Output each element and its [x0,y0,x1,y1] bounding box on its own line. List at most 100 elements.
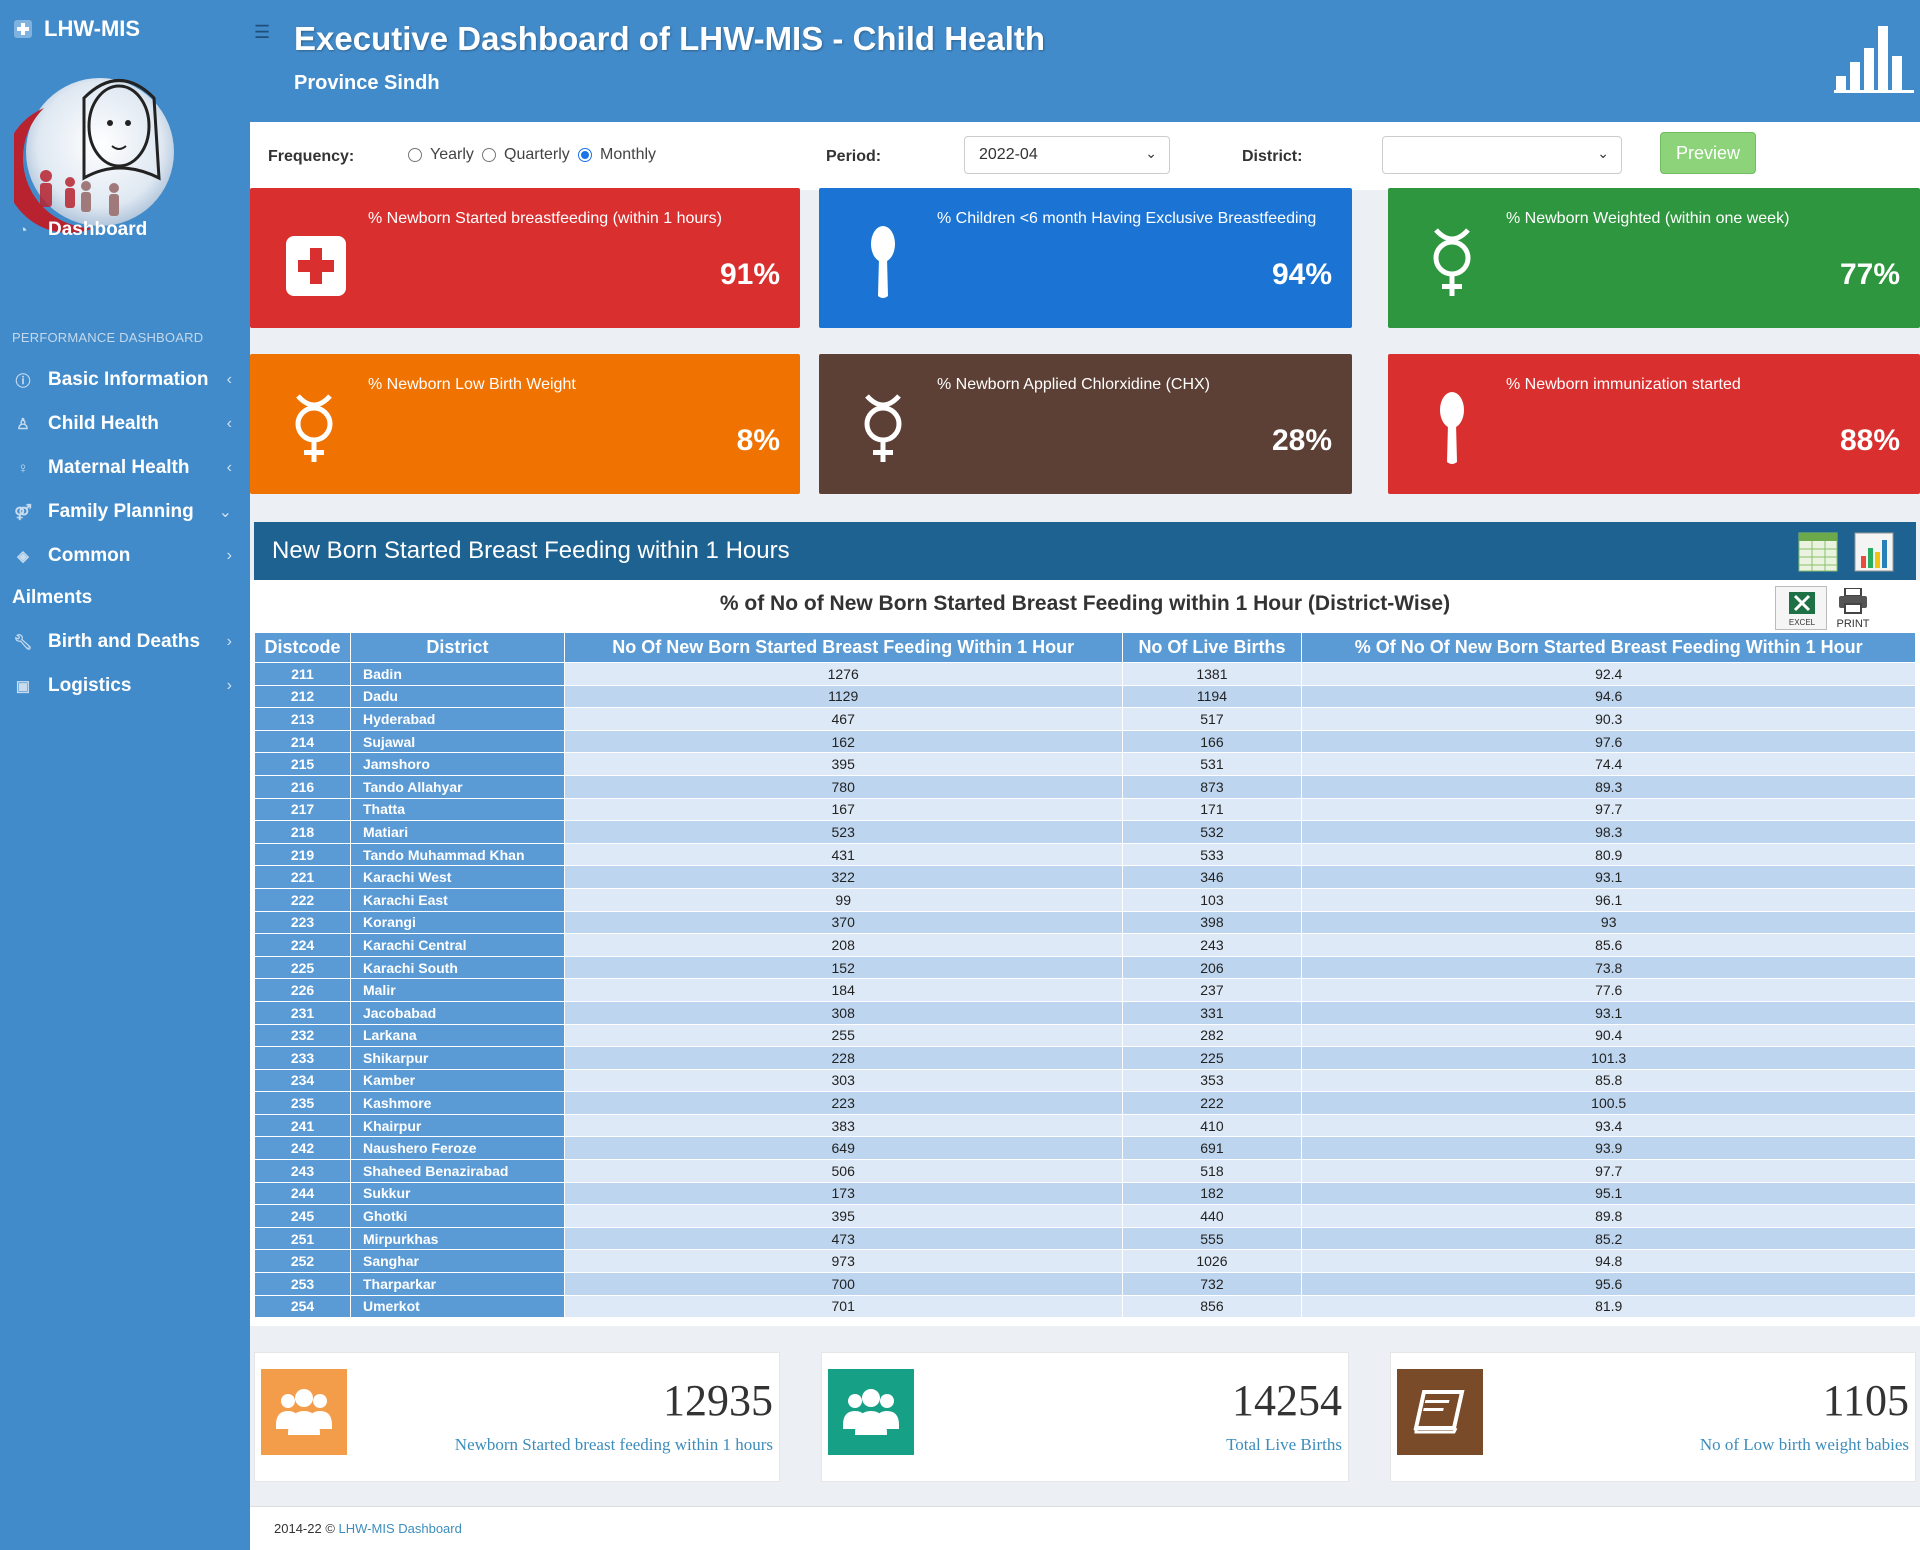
header: ☰ Executive Dashboard of LHW-MIS - Child… [250,0,1920,122]
summary-value: 14254 [1232,1376,1342,1425]
sidebar-item-birth-and-deaths[interactable]: 🔧︎ Birth and Deaths › [0,622,250,662]
kpi-box-immunization: % Newborn immunization started 88% [1388,354,1920,494]
table-cell: 222 [254,887,351,912]
table-cell: 89.3 [1301,774,1916,799]
footer-link[interactable]: LHW-MIS Dashboard [338,1521,462,1536]
female-icon: ♀ [17,459,29,477]
table-row: 215 Jamshoro 395 531 74.4 [254,752,1916,776]
table-cell: 213 [254,707,351,731]
radio-monthly-button[interactable] [578,148,592,162]
table-cell: 219 [254,842,351,867]
sidebar-item-maternal-health[interactable]: ♀ Maternal Health ‹ [0,448,250,488]
table-cell: 523 [563,820,1123,844]
table-cell: 85.2 [1301,1226,1916,1251]
sidebar-item-label: Dashboard [48,219,148,240]
kpi-box-breastfeeding-1h: % Newborn Started breastfeeding (within … [250,188,800,328]
radio-yearly[interactable]: Yearly [408,146,474,164]
kpi-box-newborn-weighted: % Newborn Weighted (within one week) 77% [1388,188,1920,328]
radio-monthly[interactable]: Monthly [578,146,656,164]
table-row: 233 Shikarpur 228 225 101.3 [254,1046,1916,1070]
table-cell: 555 [1121,1226,1303,1251]
table-row: 231 Jacobabad 308 331 93.1 [254,1000,1916,1025]
summary-label: Total Live Births [1226,1435,1342,1454]
pill-icon: ◈ [17,548,29,565]
district-label: District: [1242,148,1303,165]
table-row: 214 Sujawal 162 166 97.6 [254,729,1916,754]
sidebar-item-family-planning[interactable]: ⚤ Family Planning ⌄ [0,492,250,532]
column-header: No Of New Born Started Breast Feeding Wi… [563,632,1123,663]
table-cell: 93.9 [1301,1136,1916,1161]
period-select[interactable]: 2022-04 ⌄ [964,136,1170,174]
district-table: Distcode District No Of New Born Started B… [254,632,1916,1319]
mercury-icon [295,394,333,462]
table-cell: 97.7 [1301,1159,1916,1183]
table-cell: Kamber [349,1068,565,1093]
spoon-icon [871,226,895,298]
preview-button[interactable]: Preview [1660,132,1756,174]
table-cell: 232 [254,1023,351,1048]
chart-view-icon[interactable] [1854,532,1894,572]
table-cell: 234 [254,1068,351,1093]
brand[interactable]: LHW-MIS [14,16,140,42]
sidebar-item-ailments[interactable]: Ailments [0,578,250,618]
table-cell: 85.8 [1301,1068,1916,1093]
table-cell: 322 [563,865,1123,889]
table-cell: 228 [563,1046,1123,1070]
sidebar-item-child-health[interactable]: ♙ Child Health ‹ [0,404,250,444]
table-cell: 700 [563,1272,1123,1296]
radio-quarterly-button[interactable] [482,148,496,162]
radio-label: Monthly [600,146,657,163]
table-cell: 531 [1121,752,1303,776]
sidebar-item-label: Birth and Deaths [48,631,201,652]
printer-icon [1839,588,1867,614]
sidebar-item-logistics[interactable]: ▣ Logistics › [0,666,250,706]
table-cell: 243 [1121,933,1303,957]
table-cell: 221 [254,865,351,889]
table-cell: 331 [1121,1000,1303,1025]
summary-value: 1105 [1822,1376,1909,1425]
table-cell: 208 [563,933,1123,957]
radio-yearly-button[interactable] [408,148,422,162]
table-cell: 251 [254,1226,351,1251]
excel-export-button[interactable]: EXCEL [1775,586,1827,630]
sidebar-item-common[interactable]: ◈ Common › [0,536,250,576]
frequency-label: Frequency: [268,148,355,165]
mercury-icon [1433,228,1471,296]
table-cell: 85.6 [1301,933,1916,957]
table-cell: 856 [1121,1294,1303,1319]
radio-quarterly[interactable]: Quarterly [482,146,570,164]
first-aid-icon [286,236,346,296]
filter-bar: Frequency: Yearly Quarterly Monthly Peri… [250,122,1920,190]
table-cell: 253 [254,1272,351,1296]
kpi-value: 91% [719,258,780,291]
table-cell: Badin [349,662,565,686]
table-header-row: Distcode District No Of New Born Started B… [254,632,1916,663]
table-cell: 873 [1121,774,1303,799]
table-row: 235 Kashmore 223 222 100.5 [254,1091,1916,1115]
table-cell: Karachi South [349,955,565,980]
table-cell: 152 [563,955,1123,980]
table-cell: 216 [254,774,351,799]
table-cell: 77.6 [1301,978,1916,1002]
table-row: 224 Karachi Central 208 243 85.6 [254,933,1916,957]
book-icon [1397,1369,1483,1455]
mercury-icon [864,394,902,462]
table-row: 226 Malir 184 237 77.6 [254,978,1916,1002]
sidebar: LHW-MIS ◔ Dashboard PERFORMANCE DASHBOAR… [0,0,250,1550]
table-cell: Korangi [349,910,565,935]
table-cell: 303 [563,1068,1123,1093]
district-select[interactable]: ⌄ [1382,136,1622,174]
table-cell: Karachi West [349,865,565,889]
sidebar-item-dashboard[interactable]: ◔ Dashboard [0,210,250,250]
chevron-right-icon: › [226,547,232,564]
table-view-icon[interactable] [1798,532,1838,572]
table-cell: Malir [349,978,565,1002]
radio-label: Quarterly [504,146,570,163]
print-button[interactable]: PRINT [1831,586,1875,630]
table-section-header: New Born Started Breast Feeding within 1… [254,522,1916,580]
sidebar-item-basic-information[interactable]: ⓘ Basic Information ‹ [0,360,250,400]
table-cell: 532 [1121,820,1303,844]
table-cell: 93.4 [1301,1113,1916,1138]
table-cell: 224 [254,933,351,957]
menu-toggle-icon[interactable]: ☰ [254,22,271,42]
